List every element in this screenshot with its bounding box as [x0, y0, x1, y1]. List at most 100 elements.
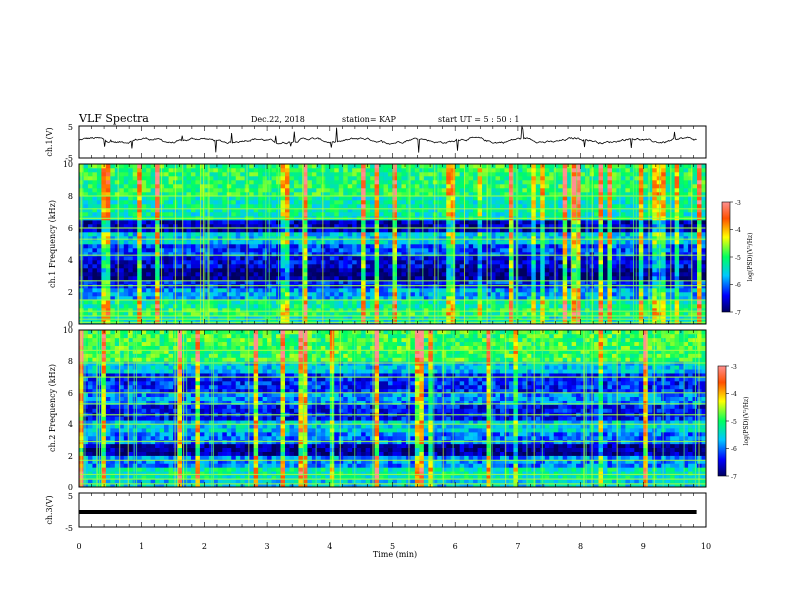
spectrogram-cell: [204, 248, 210, 253]
spectrogram-cell: [83, 164, 89, 169]
spectrogram-cell: [365, 192, 371, 197]
spectrogram-cell: [258, 224, 263, 229]
spectrogram-cell: [92, 256, 98, 261]
spectrogram-cell: [379, 300, 384, 305]
spectrogram-cell: [155, 184, 160, 189]
spectrogram-cell: [347, 268, 353, 273]
spectrogram-cell: [401, 188, 407, 193]
spectrogram-cell: [446, 308, 452, 313]
spectrogram-cell: [598, 164, 604, 169]
spectrogram-cell: [352, 244, 357, 249]
spectrogram-cell: [464, 204, 469, 209]
spectrogram-cell: [343, 212, 349, 217]
spectrogram-cell: [289, 252, 295, 257]
spectrogram-cell: [361, 224, 366, 229]
spectrogram-cell: [464, 252, 469, 257]
spectrogram-cell: [580, 204, 586, 209]
spectrogram-cell: [329, 164, 335, 169]
spectrogram-cell: [96, 236, 102, 241]
spectrogram-cell: [325, 244, 331, 249]
spectrogram-cell: [428, 292, 434, 297]
spectrogram-cell: [222, 280, 228, 285]
spectrogram-cell: [468, 256, 474, 261]
spectrogram-cell: [199, 296, 205, 301]
spectrogram-cell: [347, 296, 353, 301]
spectrogram-cell: [141, 304, 147, 309]
spectrogram-cell: [499, 280, 505, 285]
spectrogram-cell: [370, 240, 375, 245]
spectrogram-cell: [293, 292, 299, 297]
spectrogram-cell: [101, 288, 107, 293]
spectrogram-cell: [253, 228, 259, 233]
spectrogram-cell: [311, 168, 317, 173]
spectrogram-cell: [616, 264, 622, 269]
spectrogram-cell: [491, 204, 496, 209]
spectrogram-cell: [182, 276, 187, 281]
spectrogram-cell: [128, 296, 134, 301]
spectrogram-cell: [388, 172, 393, 177]
spectrogram-cell: [186, 188, 192, 193]
spectrogram-cell: [204, 252, 210, 257]
spectrogram-cell: [235, 304, 241, 309]
spectrogram-cell: [437, 212, 443, 217]
spectrogram-cell: [123, 188, 129, 193]
spectrogram-cell: [562, 232, 568, 237]
spectrogram-cell: [208, 316, 214, 321]
spectrogram-cell: [271, 212, 277, 217]
spectrogram-cell: [414, 264, 420, 269]
spectrogram-cell: [361, 196, 366, 201]
spectrogram-cell: [226, 220, 232, 225]
spectrogram-cell: [280, 316, 286, 321]
spectrogram-cell: [253, 288, 259, 293]
spectrogram-cell: [428, 300, 434, 305]
spectrogram-cell: [446, 164, 452, 169]
spectrogram-cell: [374, 220, 380, 225]
spectrogram-cell: [571, 196, 577, 201]
spectrogram-cell: [146, 280, 151, 285]
spectrogram-cell: [150, 188, 156, 193]
spectrogram-cell: [338, 168, 344, 173]
spectrogram-cell: [316, 276, 322, 281]
spectrogram-cell: [105, 280, 111, 285]
spectrogram-cell: [450, 304, 456, 309]
spectrogram-cell: [419, 264, 425, 269]
spectrogram-cell: [356, 188, 362, 193]
spectrogram-cell: [146, 224, 151, 229]
spectrogram-cell: [571, 316, 577, 321]
spectrogram-cell: [392, 228, 398, 233]
spectrogram-cell: [571, 192, 577, 197]
spectrogram-cell: [141, 292, 147, 297]
spectrogram-cell: [513, 196, 519, 201]
spectrogram-cell: [459, 308, 465, 313]
spectrogram-cell: [423, 228, 429, 233]
spectrogram-cell: [571, 204, 577, 209]
spectrogram-cell: [567, 304, 572, 309]
spectrogram-cell: [190, 220, 196, 225]
spectrogram-cell: [150, 176, 156, 181]
spectrogram-cell: [464, 208, 469, 213]
spectrogram-cell: [594, 296, 599, 301]
spectrogram-cell: [338, 300, 344, 305]
spectrogram-cell: [526, 308, 532, 313]
spectrogram-cell: [455, 260, 460, 265]
spectrogram-cell: [204, 268, 210, 273]
spectrogram-cell: [513, 292, 519, 297]
spectrogram-cell: [428, 196, 434, 201]
spectrogram-cell: [347, 240, 353, 245]
spectrogram-cell: [419, 236, 425, 241]
spectrogram-cell: [396, 232, 402, 237]
spectrogram-cell: [526, 180, 532, 185]
spectrogram-cell: [285, 180, 290, 185]
spectrogram-cell: [464, 200, 469, 205]
spectrogram-cell: [146, 316, 151, 321]
spectrogram-cell: [477, 252, 483, 257]
spectrogram-cell: [423, 208, 429, 213]
spectrogram-cell: [271, 252, 277, 257]
spectrogram-cell: [105, 312, 111, 317]
spectrogram-cell: [182, 308, 187, 313]
spectrogram-cell: [468, 184, 474, 189]
spectrogram-cell: [450, 276, 456, 281]
spectrogram-cell: [285, 172, 290, 177]
spectrogram-cell: [513, 192, 519, 197]
spectrogram-cell: [280, 308, 286, 313]
